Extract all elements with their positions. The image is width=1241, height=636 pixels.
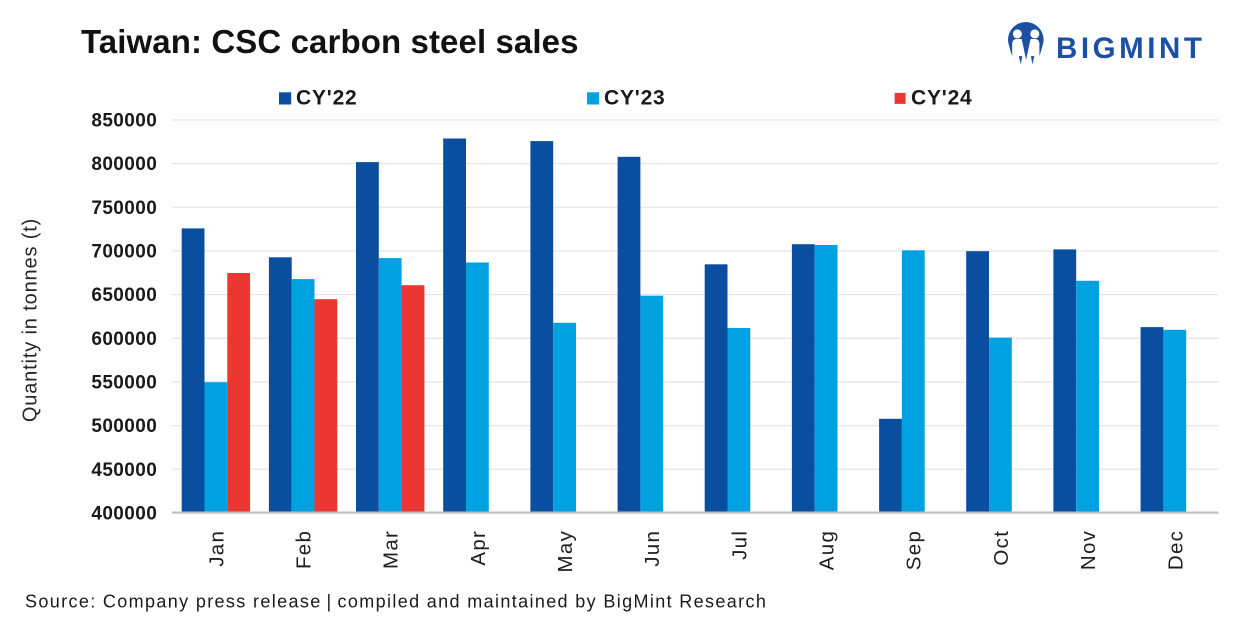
svg-text:750000: 750000 [91,198,157,219]
svg-text:Source: Company press release: Source: Company press release | compiled… [25,592,767,612]
svg-text:Nov: Nov [1077,530,1100,570]
svg-text:CY'24: CY'24 [911,86,973,109]
svg-text:550000: 550000 [91,373,157,394]
svg-text:500000: 500000 [91,416,157,437]
svg-text:May: May [554,530,577,573]
svg-text:850000: 850000 [91,111,157,132]
svg-text:Jun: Jun [641,530,664,567]
svg-text:650000: 650000 [91,285,157,306]
svg-text:Apr: Apr [467,530,490,566]
svg-text:450000: 450000 [91,460,157,481]
svg-text:Taiwan: CSC carbon steel sales: Taiwan: CSC carbon steel sales [81,23,579,60]
svg-text:Mar: Mar [380,530,403,569]
svg-text:700000: 700000 [91,242,157,263]
svg-text:Sep: Sep [903,530,926,570]
svg-text:Aug: Aug [816,530,839,570]
svg-text:Dec: Dec [1164,530,1187,570]
svg-text:600000: 600000 [91,329,157,350]
svg-text:BIGMINT: BIGMINT [1056,32,1205,65]
svg-text:Jul: Jul [728,530,751,560]
svg-text:Quantity in tonnes (t): Quantity in tonnes (t) [20,218,42,422]
svg-text:CY'23: CY'23 [604,86,666,109]
svg-text:400000: 400000 [91,504,157,525]
svg-text:800000: 800000 [91,154,157,175]
svg-text:Oct: Oct [990,530,1013,566]
svg-text:Jan: Jan [205,530,228,567]
svg-text:CY'22: CY'22 [296,86,358,109]
svg-text:Feb: Feb [293,530,316,569]
